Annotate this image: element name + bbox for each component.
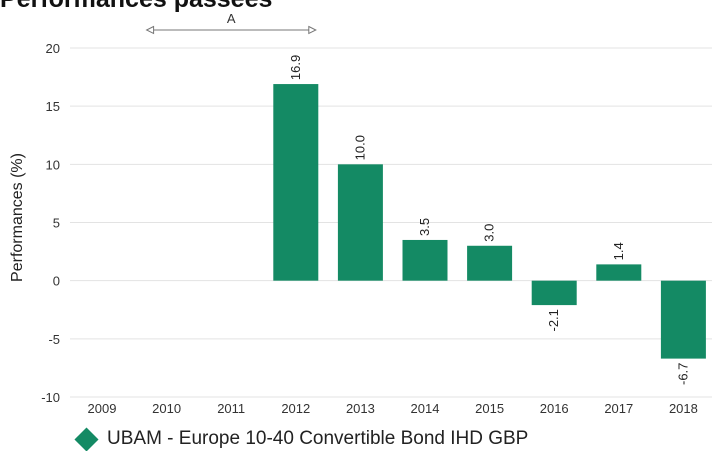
- y-tick-label: 10: [46, 157, 60, 172]
- bar-2015: [467, 245, 513, 281]
- data-labels: 16.9 10.0 3.5 3.0 -2.1 1.4 -6.7: [288, 55, 691, 385]
- x-tick-label: 2010: [152, 401, 181, 416]
- x-tick-label: 2009: [88, 401, 117, 416]
- x-tick-label: 2015: [475, 401, 504, 416]
- y-tick-label: 20: [46, 41, 60, 56]
- x-tick-label: 2014: [411, 401, 440, 416]
- bar-2017: [596, 264, 642, 281]
- bar-value-label: 1.4: [611, 242, 626, 260]
- legend-label: UBAM - Europe 10-40 Convertible Bond IHD…: [107, 428, 529, 449]
- y-tick-label: -5: [48, 332, 60, 347]
- bar-value-label: -2.1: [546, 309, 561, 331]
- y-tick-label: 15: [46, 99, 60, 114]
- x-tick-label: 2012: [281, 401, 310, 416]
- x-axis-ticks: 2009 2010 2011 2012 2013 2014 2015 2016 2017 2018: [88, 401, 698, 416]
- x-tick-label: 2013: [346, 401, 375, 416]
- y-tick-label: -10: [41, 390, 60, 405]
- x-tick-label: 2017: [604, 401, 633, 416]
- arrow-right-icon: [308, 25, 317, 35]
- x-tick-label: 2018: [669, 401, 698, 416]
- bar-value-label: -6.7: [675, 363, 690, 385]
- x-tick-label: 2016: [540, 401, 569, 416]
- bar-2016: [531, 280, 577, 306]
- bar-2013: [337, 164, 383, 281]
- chart-title: Performances passées: [0, 0, 272, 14]
- legend: UBAM - Europe 10-40 Convertible Bond IHD…: [74, 426, 529, 451]
- bars: [273, 84, 706, 359]
- arrow-left-icon: [145, 25, 155, 35]
- bar-2018: [660, 280, 706, 359]
- grid-lines: [70, 47, 712, 398]
- bar-value-label: 16.9: [288, 55, 303, 80]
- y-axis-ticks: -10 -5 0 5 10 15 20: [41, 41, 60, 405]
- y-axis-label: Performances (%): [9, 153, 26, 282]
- y-tick-label: 0: [53, 274, 60, 289]
- y-tick-label: 5: [53, 216, 60, 231]
- annotation-label: A: [227, 11, 236, 26]
- legend-diamond-icon: [74, 426, 99, 451]
- bar-value-label: 3.0: [482, 224, 497, 242]
- bar-value-label: 3.5: [417, 218, 432, 236]
- x-tick-label: 2011: [217, 401, 245, 416]
- bar-value-label: 10.0: [352, 135, 367, 160]
- bar-2014: [402, 239, 448, 281]
- bar-2012: [273, 84, 319, 281]
- annotation: A: [145, 11, 317, 35]
